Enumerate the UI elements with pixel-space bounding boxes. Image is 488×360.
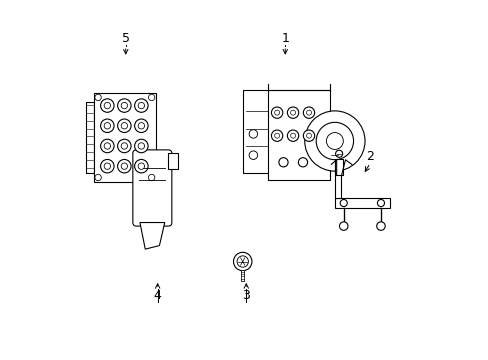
Circle shape	[303, 107, 314, 118]
Circle shape	[101, 119, 114, 132]
Text: 3: 3	[242, 289, 250, 302]
Circle shape	[134, 159, 148, 173]
Bar	[267, 90, 329, 180]
Bar	[242, 90, 269, 173]
Circle shape	[306, 133, 311, 138]
Circle shape	[121, 143, 127, 149]
Circle shape	[121, 102, 127, 109]
Circle shape	[118, 119, 131, 132]
Circle shape	[326, 132, 343, 149]
Bar	[86, 102, 94, 173]
Circle shape	[335, 150, 342, 157]
Text: 2: 2	[366, 150, 373, 163]
Circle shape	[271, 130, 282, 141]
Circle shape	[274, 133, 279, 138]
Circle shape	[104, 123, 110, 129]
Circle shape	[138, 143, 144, 149]
Circle shape	[233, 252, 251, 271]
Bar	[168, 153, 178, 169]
Circle shape	[290, 133, 295, 138]
Circle shape	[237, 256, 248, 267]
Text: 4: 4	[153, 289, 161, 302]
Circle shape	[138, 102, 144, 109]
Circle shape	[148, 174, 155, 181]
Circle shape	[287, 107, 298, 118]
Circle shape	[118, 159, 131, 173]
Circle shape	[340, 199, 346, 207]
Circle shape	[339, 222, 347, 230]
Circle shape	[274, 110, 279, 115]
Circle shape	[278, 158, 287, 167]
Circle shape	[118, 139, 131, 153]
FancyBboxPatch shape	[133, 150, 171, 226]
Polygon shape	[140, 222, 164, 249]
Circle shape	[101, 139, 114, 153]
Circle shape	[148, 94, 155, 100]
Circle shape	[134, 99, 148, 112]
Circle shape	[118, 99, 131, 112]
Circle shape	[287, 130, 298, 141]
Bar	[241, 270, 244, 281]
Circle shape	[121, 163, 127, 169]
Circle shape	[248, 151, 257, 159]
Circle shape	[134, 139, 148, 153]
Circle shape	[134, 119, 148, 132]
Circle shape	[298, 158, 307, 167]
Circle shape	[101, 99, 114, 112]
Circle shape	[121, 123, 127, 129]
Bar	[334, 198, 389, 208]
Circle shape	[377, 199, 384, 207]
Circle shape	[376, 222, 385, 230]
Circle shape	[316, 122, 353, 160]
Bar	[94, 93, 156, 182]
Circle shape	[104, 163, 110, 169]
Circle shape	[101, 159, 114, 173]
Circle shape	[104, 143, 110, 149]
Circle shape	[303, 130, 314, 141]
Bar	[335, 159, 343, 175]
Circle shape	[271, 107, 282, 118]
Circle shape	[306, 110, 311, 115]
Circle shape	[95, 94, 101, 100]
Bar	[334, 163, 341, 198]
Circle shape	[104, 102, 110, 109]
Circle shape	[138, 123, 144, 129]
Circle shape	[304, 111, 364, 171]
Text: 5: 5	[122, 32, 129, 45]
Circle shape	[248, 130, 257, 138]
Circle shape	[95, 174, 101, 181]
Circle shape	[138, 163, 144, 169]
Circle shape	[290, 110, 295, 115]
Text: 1: 1	[281, 32, 288, 45]
